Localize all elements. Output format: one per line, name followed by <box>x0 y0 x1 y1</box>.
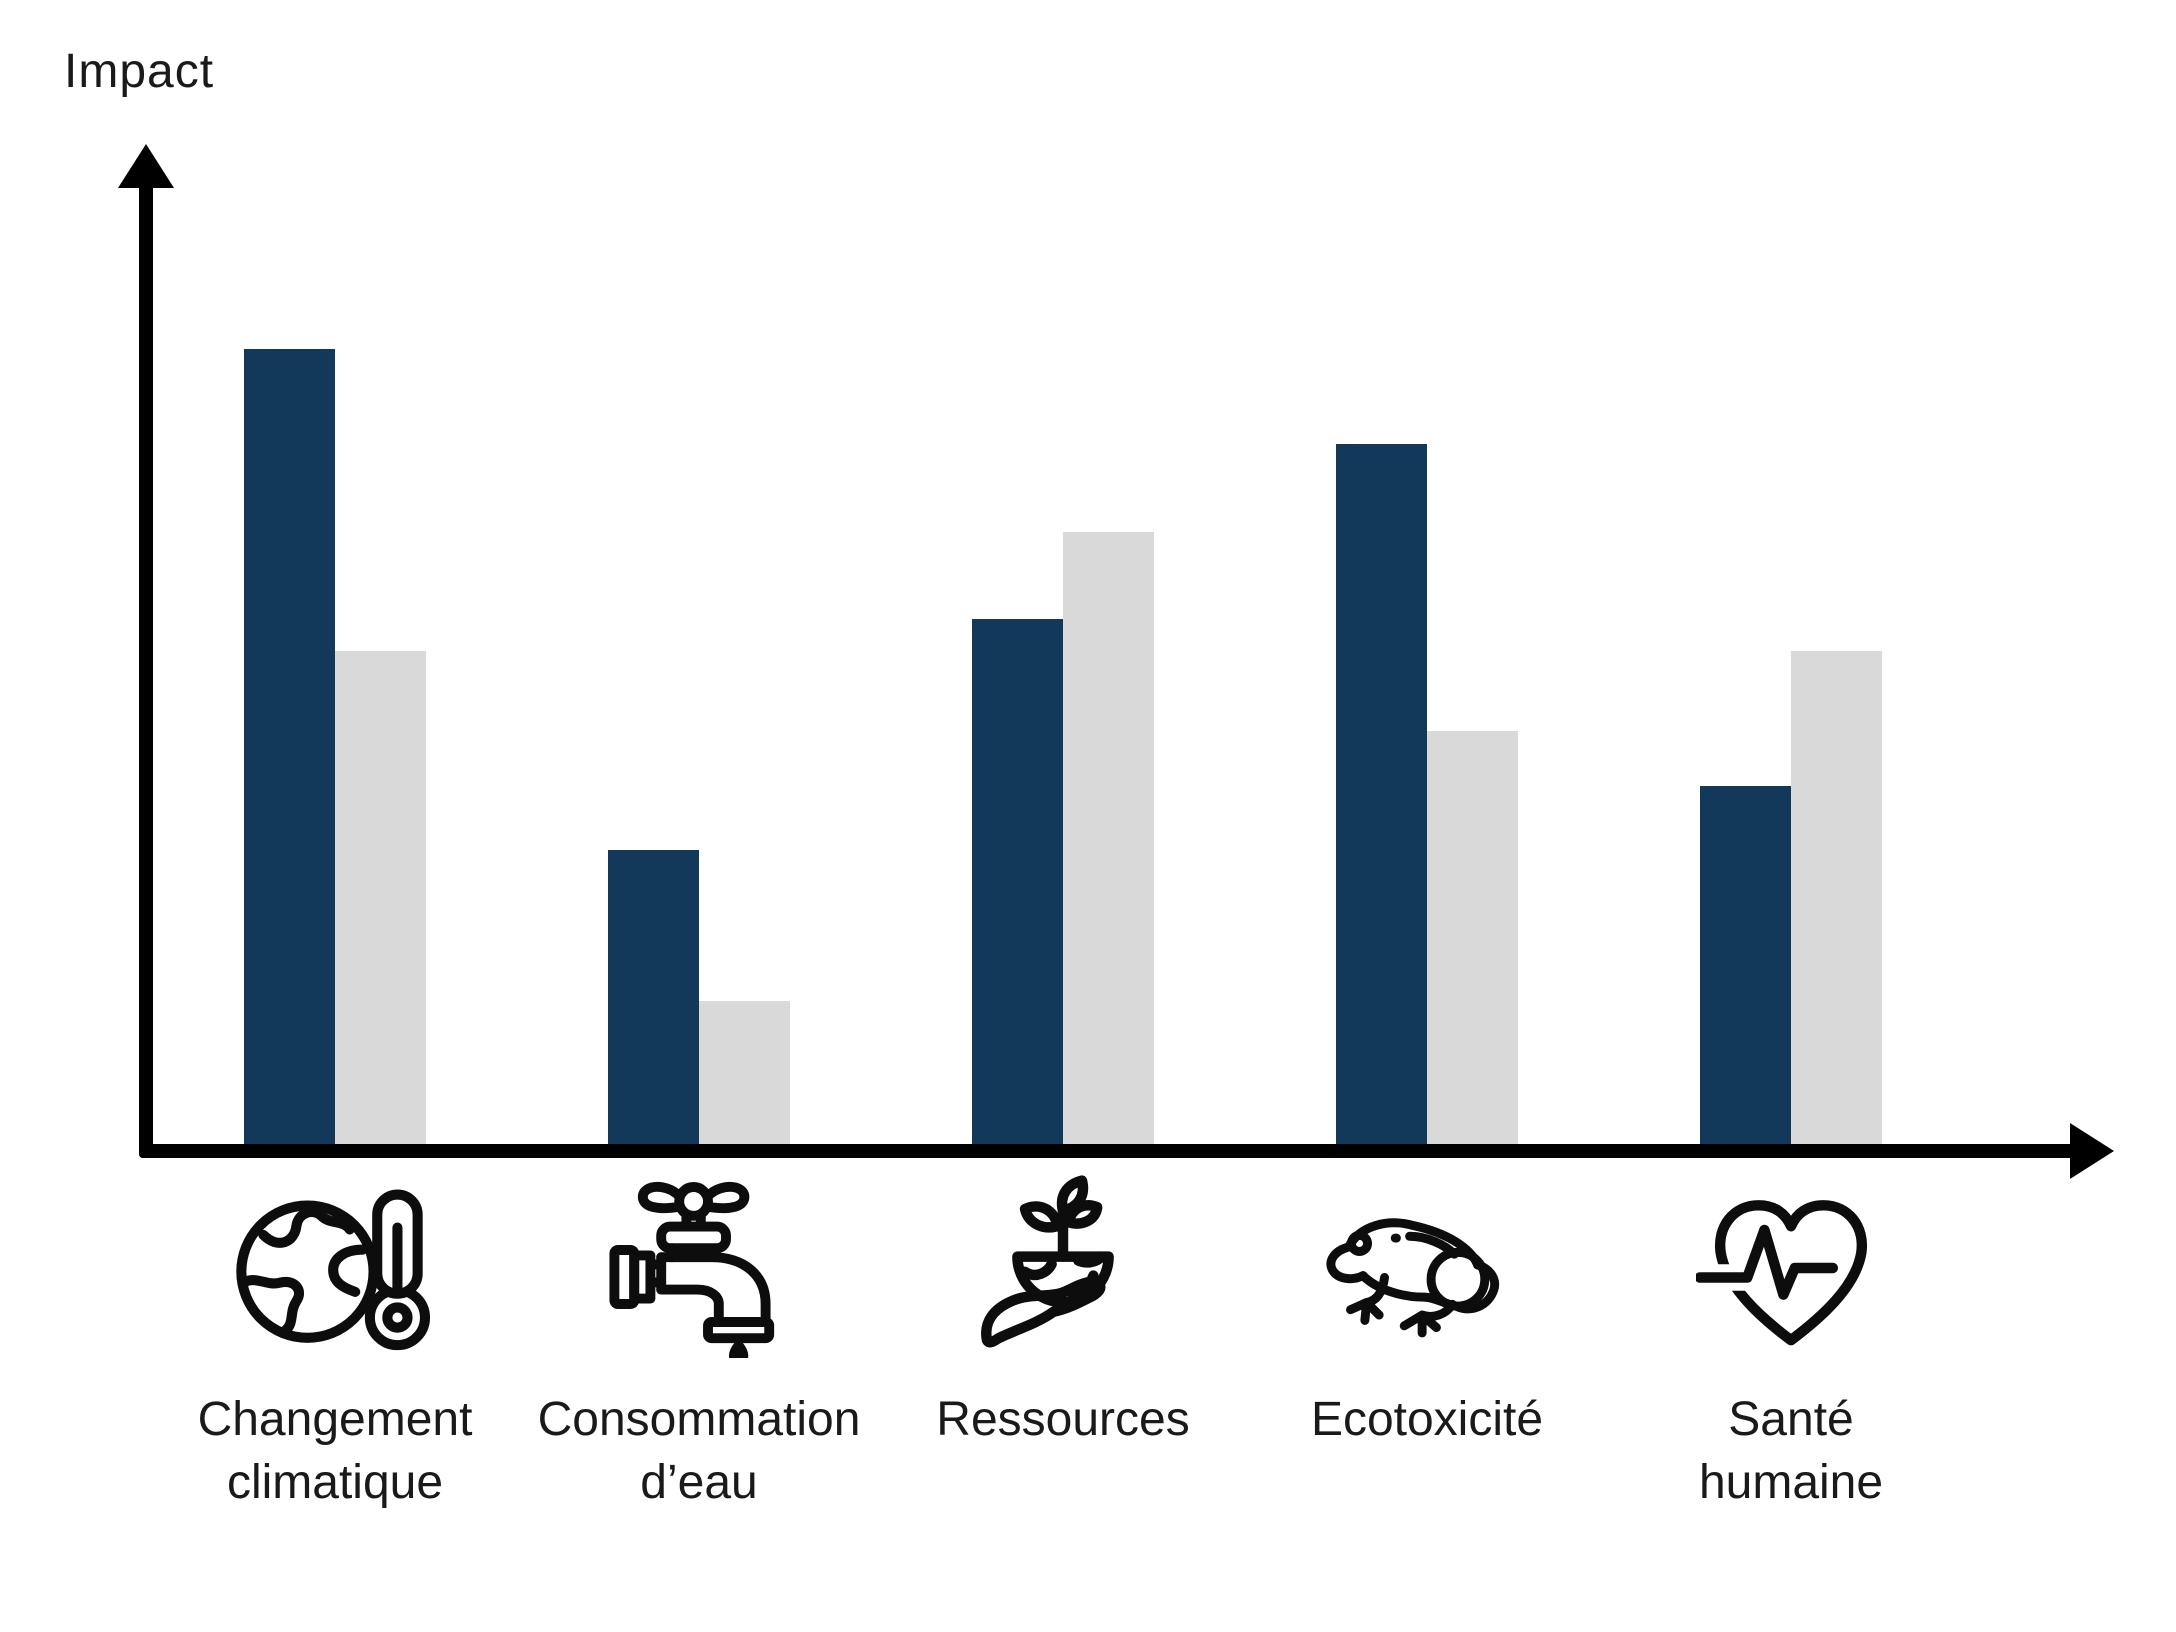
x-axis-line <box>139 1144 2075 1158</box>
bar-group-ressources <box>881 532 1245 1144</box>
bar-group-consommation-eau <box>517 850 881 1144</box>
category-label: Consommation d’eau <box>537 1393 861 1509</box>
frog-icon <box>1320 1170 1535 1366</box>
water-faucet-drop-icon <box>600 1170 798 1366</box>
hand-holding-earth-plant-icon <box>968 1170 1158 1366</box>
category-changement-climatique: Changement climatique <box>153 1170 517 1514</box>
y-axis-line <box>139 178 153 1158</box>
category-ecotoxicite: Ecotoxicité <box>1245 1170 1609 1514</box>
bar-ressources-secondary <box>1063 532 1154 1144</box>
category-axis: Changement climatique <box>153 1170 1973 1514</box>
category-consommation-eau: Consommation d’eau <box>517 1170 881 1514</box>
y-axis-label: Impact <box>64 45 215 98</box>
globe-thermometer-icon <box>234 1170 436 1366</box>
bar-sante-humaine-primary <box>1700 786 1791 1144</box>
bar-group-ecotoxicite <box>1245 444 1609 1144</box>
bar-consommation-eau-primary <box>608 850 699 1144</box>
bar-ecotoxicite-primary <box>1336 444 1427 1144</box>
bar-group-sante-humaine <box>1609 651 1973 1144</box>
heart-pulse-icon <box>1696 1170 1886 1366</box>
bar-ecotoxicite-secondary <box>1427 731 1518 1144</box>
category-ressources: Ressources <box>881 1170 1245 1514</box>
category-label: Ressources <box>936 1393 1190 1446</box>
bar-consommation-eau-secondary <box>699 1001 790 1144</box>
bar-changement-climatique-secondary <box>335 651 426 1144</box>
category-sante-humaine: Santé humaine <box>1609 1170 1973 1514</box>
bar-ressources-primary <box>972 619 1063 1144</box>
plot-area <box>153 0 1973 1144</box>
category-label: Changement climatique <box>197 1393 473 1509</box>
bar-group-changement-climatique <box>153 349 517 1144</box>
category-label: Ecotoxicité <box>1310 1393 1544 1446</box>
category-label: Santé humaine <box>1698 1393 1884 1509</box>
bar-sante-humaine-secondary <box>1791 651 1882 1144</box>
x-axis-arrow-icon <box>2070 1123 2114 1179</box>
bar-changement-climatique-primary <box>244 349 335 1144</box>
